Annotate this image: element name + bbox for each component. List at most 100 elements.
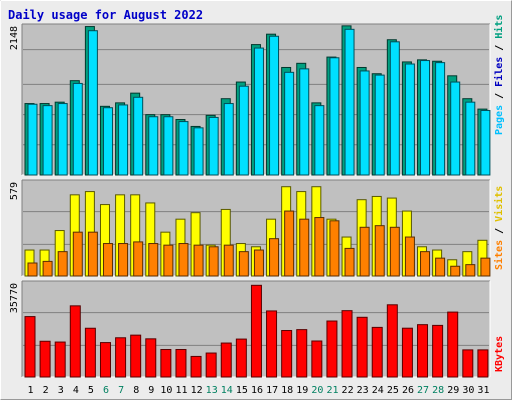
legend-middle: Sites / Visits	[493, 186, 505, 270]
legend-item-hits: Hits	[493, 15, 505, 39]
kbytes-bar	[447, 311, 459, 378]
sites-bar	[57, 251, 68, 277]
kbytes-bar	[175, 349, 187, 378]
kbytes-bar	[462, 349, 474, 378]
kbytes-bar	[190, 355, 202, 378]
kbytes-bar	[115, 337, 127, 378]
kbytes-bar	[220, 342, 232, 378]
sites-bar	[42, 260, 53, 277]
kbytes-bar	[99, 342, 111, 378]
files-bar	[118, 104, 129, 176]
x-tick-label: 12	[191, 385, 203, 396]
sites-bar	[253, 249, 264, 277]
sites-bar	[223, 244, 234, 277]
files-bar	[163, 116, 174, 176]
files-bar	[148, 116, 159, 176]
kbytes-bar	[371, 326, 383, 378]
files-bar	[133, 96, 144, 176]
series-files	[27, 28, 491, 176]
files-bar	[480, 109, 491, 176]
sites-bar	[374, 225, 385, 277]
chart-title: Daily usage for August 2022	[8, 8, 203, 22]
kbytes-bar	[432, 324, 444, 378]
kbytes-bar	[281, 330, 293, 378]
kbytes-bar	[341, 310, 353, 378]
files-bar	[223, 103, 234, 176]
y-max-label: 579	[9, 182, 20, 200]
x-tick-label: 5	[88, 385, 94, 396]
sites-bar	[238, 251, 249, 277]
files-bar	[87, 30, 98, 176]
x-tick-label: 17	[266, 385, 278, 396]
panel-middle: 579 Sites / Visits	[9, 179, 505, 277]
sites-bar	[87, 231, 98, 277]
x-tick-label: 11	[175, 385, 187, 396]
files-bar	[269, 35, 280, 176]
files-bar	[314, 105, 325, 176]
sites-bar	[420, 251, 431, 277]
sites-bar	[284, 210, 295, 277]
files-bar	[359, 70, 370, 176]
legend-separator: /	[494, 39, 505, 57]
y-max-label: 35770	[9, 283, 20, 313]
kbytes-bar	[39, 340, 51, 378]
sites-bar	[480, 257, 491, 277]
sites-bar	[178, 243, 189, 277]
x-axis: 1 2 3 4 5 6 7 8 9 10 11 12 13 14 15 16 17 18 19 20 21 22 23 24 2…	[28, 385, 490, 396]
x-tick-label: 26	[402, 385, 414, 396]
x-tick-label: 10	[160, 385, 172, 396]
x-tick-label: 2	[43, 385, 49, 396]
kbytes-bar	[205, 352, 217, 378]
legend-separator: /	[494, 87, 505, 105]
x-tick-label: 18	[281, 385, 293, 396]
files-bar	[27, 103, 38, 176]
kbytes-bar	[54, 341, 66, 378]
sites-bar	[389, 226, 400, 277]
sites-bar	[148, 243, 159, 277]
kbytes-bar	[477, 349, 489, 378]
kbytes-bar	[250, 284, 262, 378]
x-tick-label: 28	[432, 385, 444, 396]
kbytes-bar	[326, 320, 338, 378]
kbytes-bar	[356, 316, 368, 378]
kbytes-bar	[386, 304, 398, 378]
sites-bar	[299, 218, 310, 277]
kbytes-bar	[84, 327, 96, 378]
kbytes-bar	[417, 324, 429, 378]
sites-bar	[404, 236, 415, 277]
sites-bar	[193, 244, 204, 277]
legend-top: Pages / Files / Hits	[493, 15, 505, 135]
kbytes-bar	[160, 349, 172, 378]
x-tick-label: 14	[221, 385, 233, 396]
legend-item-kbytes: KBytes	[494, 336, 505, 372]
x-tick-label: 30	[462, 385, 474, 396]
kbytes-bar	[296, 329, 308, 378]
legend-text: Pages / Files / Hits	[493, 15, 505, 135]
files-bar	[238, 85, 249, 176]
sites-bar	[269, 238, 280, 277]
x-tick-label: 27	[417, 385, 429, 396]
files-bar	[329, 57, 340, 176]
kbytes-bar	[235, 338, 247, 378]
x-tick-label: 31	[477, 385, 489, 396]
x-tick-label: 1	[28, 385, 34, 396]
sites-bar	[163, 244, 174, 277]
files-bar	[344, 28, 355, 176]
y-max-label: 2148	[9, 26, 20, 50]
kbytes-bar	[311, 340, 323, 378]
sites-bar	[72, 231, 83, 277]
sites-bar	[465, 264, 476, 277]
x-tick-label: 20	[311, 385, 323, 396]
files-bar	[208, 116, 219, 176]
files-bar	[102, 107, 113, 176]
sites-bar	[118, 243, 129, 277]
x-tick-label: 16	[251, 385, 263, 396]
legend-item-sites: Sites	[493, 240, 505, 270]
files-bar	[374, 74, 385, 176]
sites-bar	[133, 241, 144, 277]
x-tick-label: 24	[372, 385, 384, 396]
files-bar	[284, 71, 295, 176]
x-tick-label: 29	[447, 385, 459, 396]
legend-item-pages: Pages	[494, 105, 505, 135]
